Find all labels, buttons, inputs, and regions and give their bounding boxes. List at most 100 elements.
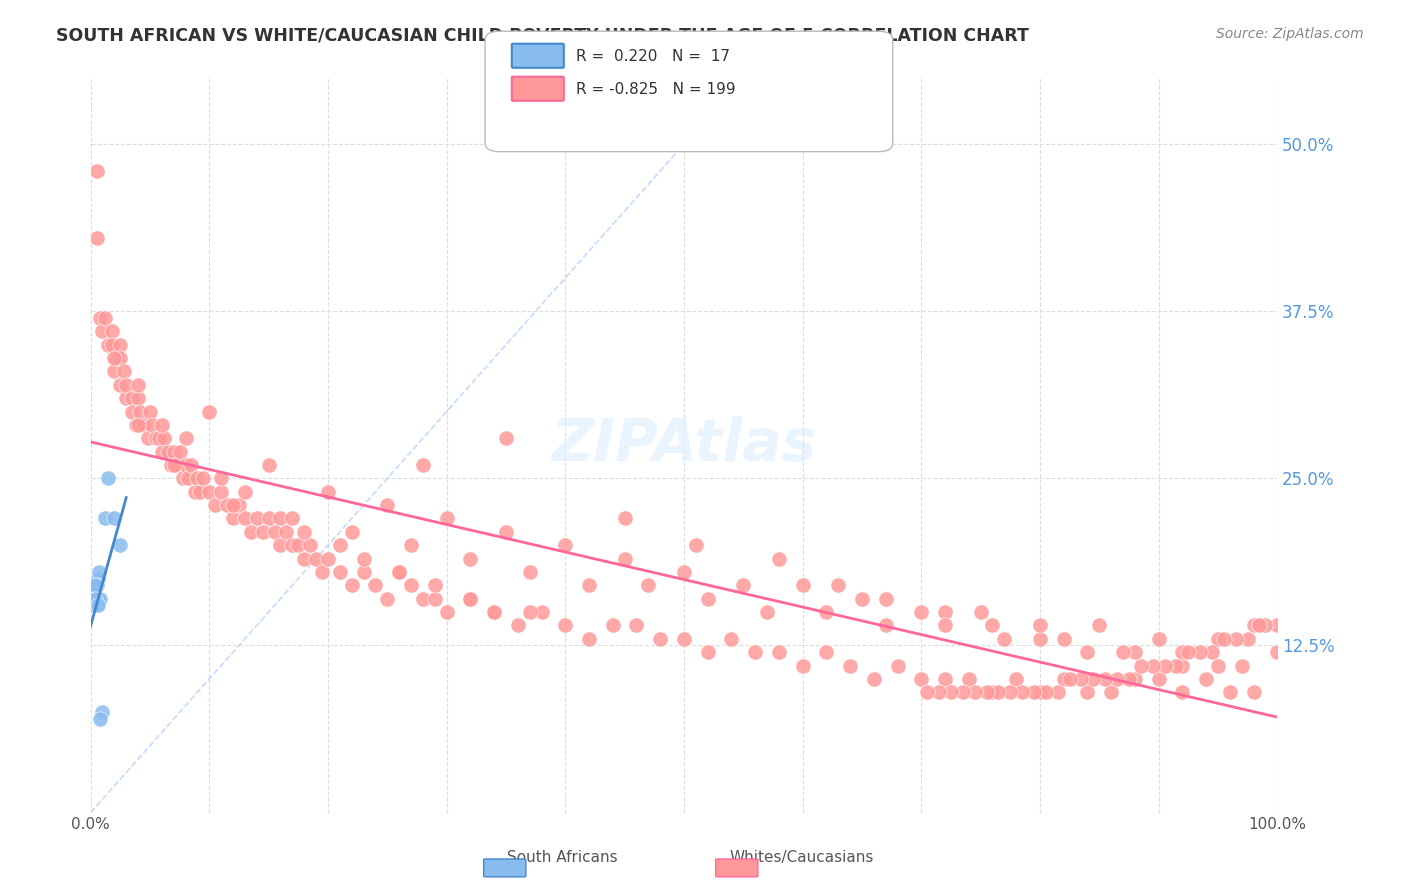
Point: [613, 551, 636, 566]
Point: [87, 591, 110, 606]
Point: [1112, 645, 1135, 659]
Point: [184, 484, 207, 499]
Point: [1236, 632, 1258, 646]
Point: [87, 599, 110, 613]
Point: [1166, 658, 1188, 673]
Point: [153, 431, 176, 445]
Text: Source: ZipAtlas.com: Source: ZipAtlas.com: [1216, 27, 1364, 41]
Point: [934, 672, 956, 686]
Point: [969, 605, 991, 619]
Point: [650, 632, 672, 646]
Point: [127, 377, 149, 392]
Text: Whites/Caucasians: Whites/Caucasians: [730, 850, 873, 865]
Point: [1107, 672, 1129, 686]
Point: [198, 484, 221, 499]
Point: [792, 578, 814, 592]
Point: [412, 458, 434, 472]
Point: [495, 524, 517, 539]
Point: [1147, 672, 1170, 686]
Point: [768, 551, 790, 566]
Point: [1195, 672, 1218, 686]
Text: South Africans: South Africans: [508, 850, 617, 865]
Point: [412, 591, 434, 606]
Point: [1123, 672, 1146, 686]
Point: [1171, 658, 1194, 673]
Point: [399, 578, 422, 592]
Point: [86, 231, 108, 245]
Point: [696, 591, 718, 606]
Point: [121, 404, 143, 418]
Point: [672, 565, 695, 579]
Point: [1076, 685, 1098, 699]
Point: [1099, 685, 1122, 699]
Point: [110, 337, 132, 351]
Point: [84, 578, 107, 592]
Point: [1171, 645, 1194, 659]
Point: [733, 578, 755, 592]
Point: [1070, 672, 1092, 686]
Point: [156, 444, 179, 458]
Point: [87, 572, 110, 586]
Point: [160, 458, 183, 472]
Point: [375, 591, 398, 606]
Point: [287, 538, 309, 552]
Point: [1243, 685, 1265, 699]
Point: [89, 311, 111, 326]
Point: [193, 471, 215, 485]
Point: [91, 706, 114, 720]
Point: [851, 591, 873, 606]
Point: [1189, 645, 1212, 659]
Point: [233, 484, 256, 499]
Point: [910, 672, 932, 686]
Point: [1147, 632, 1170, 646]
Text: ZIPAtlas: ZIPAtlas: [551, 417, 817, 474]
Point: [672, 632, 695, 646]
Point: [112, 364, 135, 378]
Point: [103, 364, 125, 378]
Point: [269, 511, 291, 525]
Point: [519, 605, 541, 619]
Point: [1243, 618, 1265, 632]
Point: [217, 498, 239, 512]
Text: R = -0.825   N = 199: R = -0.825 N = 199: [576, 82, 737, 96]
Point: [957, 672, 980, 686]
Point: [174, 458, 197, 472]
Text: R =  0.220   N =  17: R = 0.220 N = 17: [576, 49, 731, 63]
Point: [815, 605, 838, 619]
Point: [1212, 632, 1234, 646]
Point: [141, 417, 163, 432]
Point: [768, 645, 790, 659]
Point: [963, 685, 986, 699]
Point: [460, 551, 482, 566]
Point: [934, 618, 956, 632]
Point: [792, 658, 814, 673]
Point: [125, 417, 148, 432]
Point: [839, 658, 862, 673]
Point: [862, 672, 884, 686]
Point: [1249, 618, 1271, 632]
Point: [84, 591, 107, 606]
Point: [1201, 645, 1223, 659]
Point: [316, 484, 339, 499]
Point: [1029, 685, 1052, 699]
Point: [519, 565, 541, 579]
Point: [174, 431, 197, 445]
Point: [1094, 672, 1116, 686]
Point: [83, 599, 105, 613]
Point: [87, 565, 110, 579]
Point: [145, 431, 167, 445]
Point: [257, 458, 280, 472]
Point: [86, 164, 108, 178]
Point: [136, 431, 159, 445]
Point: [1035, 685, 1057, 699]
Point: [626, 618, 648, 632]
Point: [257, 511, 280, 525]
Point: [602, 618, 624, 632]
Point: [163, 444, 186, 458]
Point: [1059, 672, 1081, 686]
Point: [436, 511, 458, 525]
Point: [292, 524, 315, 539]
Point: [685, 538, 707, 552]
Point: [228, 498, 250, 512]
Point: [169, 444, 191, 458]
